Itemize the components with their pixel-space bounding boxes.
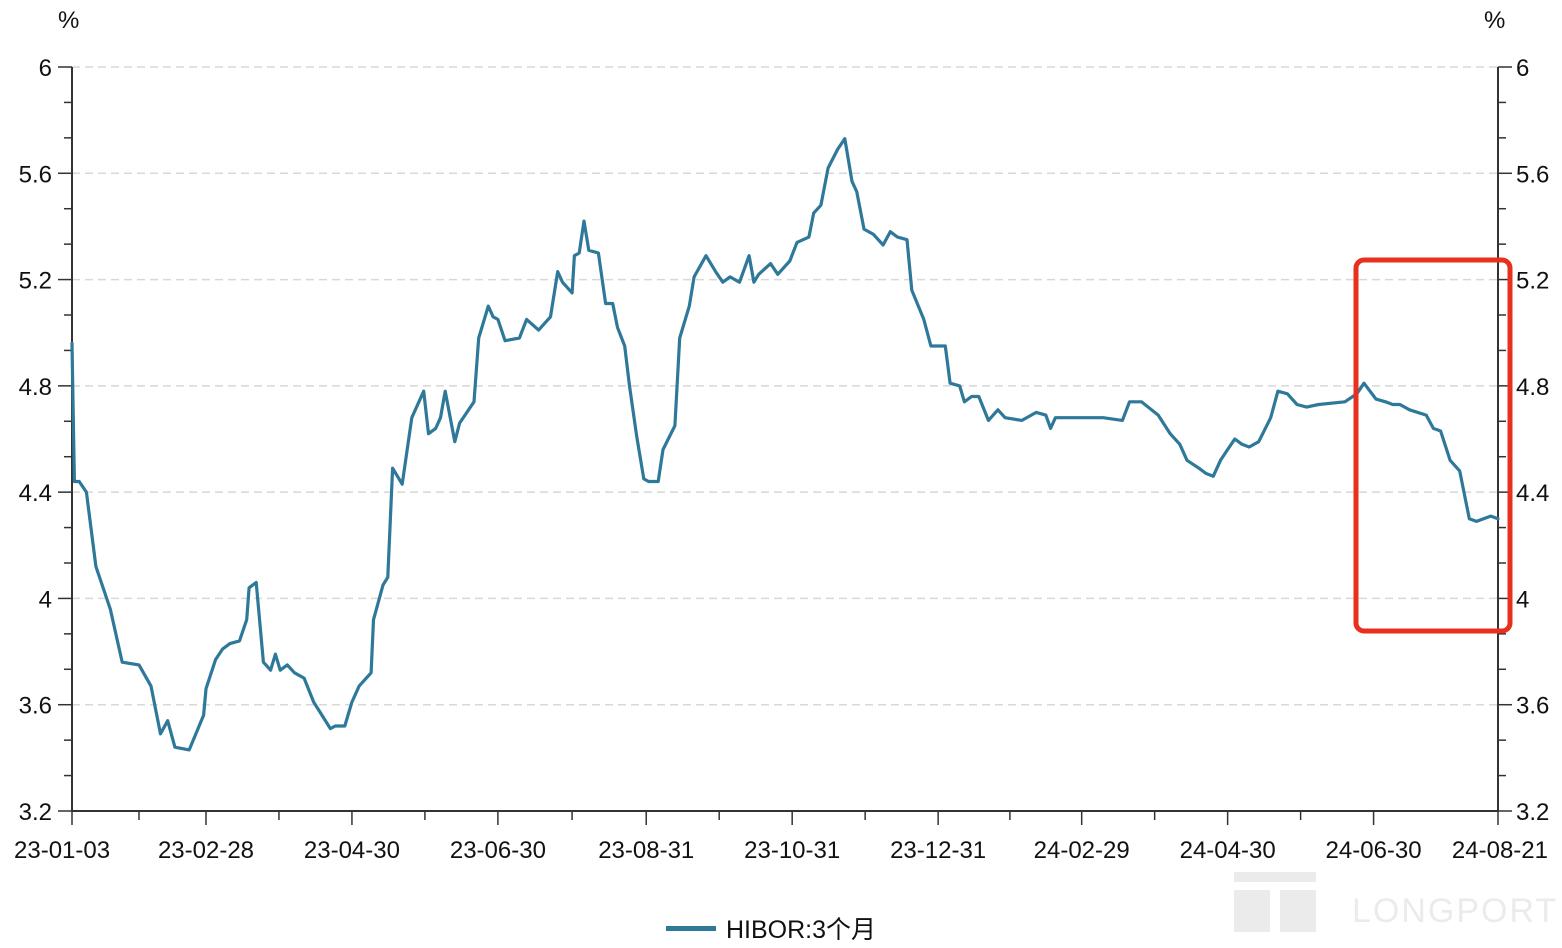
y-tick-label-left: 4.4 bbox=[19, 480, 52, 507]
series-line-hibor-3m bbox=[70, 137, 1500, 752]
y-axis-right-unit: % bbox=[1484, 7, 1505, 34]
y-tick-label-right: 5.2 bbox=[1516, 268, 1549, 295]
x-tick-label: 23-04-30 bbox=[304, 837, 400, 864]
y-tick-label-right: 4 bbox=[1516, 586, 1529, 613]
x-tick-label: 23-12-31 bbox=[890, 837, 986, 864]
legend: HIBOR:3个月 bbox=[666, 910, 876, 946]
y-tick-label-right: 4.4 bbox=[1516, 480, 1549, 507]
tick-labels: 3.2 3.2 3.6 3.6 4 4 4.4 4.4 4.8 4.8 5.2 5.2 5.6 5.6 6 6… bbox=[14, 55, 1549, 864]
x-tick-label: 23-06-30 bbox=[450, 837, 546, 864]
y-tick-label-right: 5.6 bbox=[1516, 161, 1549, 188]
legend-swatch bbox=[666, 925, 716, 931]
y-tick-label-left: 5.2 bbox=[19, 268, 52, 295]
x-tick-label: 23-01-03 bbox=[14, 837, 110, 864]
grid-lines bbox=[72, 66, 1498, 706]
y-tick-label-left: 4 bbox=[39, 586, 52, 613]
y-tick-label-left: 5.6 bbox=[19, 161, 52, 188]
y-tick-label-right: 4.8 bbox=[1516, 374, 1549, 401]
series-layer bbox=[70, 137, 1500, 752]
x-tick-label: 23-02-28 bbox=[158, 837, 254, 864]
highlight-box bbox=[1353, 257, 1513, 634]
x-tick-label: 24-06-30 bbox=[1326, 837, 1422, 864]
y-tick-label-right: 3.6 bbox=[1516, 693, 1549, 720]
x-tick-label: 24-02-29 bbox=[1034, 837, 1130, 864]
y-tick-label-left: 4.8 bbox=[19, 374, 52, 401]
x-tick-label: 24-04-30 bbox=[1180, 837, 1276, 864]
y-tick-label-left: 6 bbox=[39, 55, 52, 82]
y-tick-label-right: 6 bbox=[1516, 55, 1529, 82]
watermark: LONGPORT bbox=[1234, 872, 1556, 932]
y-tick-label-left: 3.6 bbox=[19, 693, 52, 720]
y-tick-label-left: 3.2 bbox=[19, 799, 52, 826]
watermark-logo-icon bbox=[1234, 872, 1316, 932]
legend-label: HIBOR:3个月 bbox=[726, 916, 877, 944]
x-tick-label: 24-08-21 bbox=[1452, 837, 1548, 864]
y-axis-left-unit: % bbox=[58, 7, 79, 34]
y-tick-label-right: 3.2 bbox=[1516, 799, 1549, 826]
x-tick-label: 23-10-31 bbox=[744, 837, 840, 864]
highlight-layer bbox=[1353, 257, 1513, 634]
x-tick-label: 23-08-31 bbox=[598, 837, 694, 864]
watermark-text: LONGPORT bbox=[1352, 892, 1559, 930]
axes bbox=[58, 66, 1512, 825]
